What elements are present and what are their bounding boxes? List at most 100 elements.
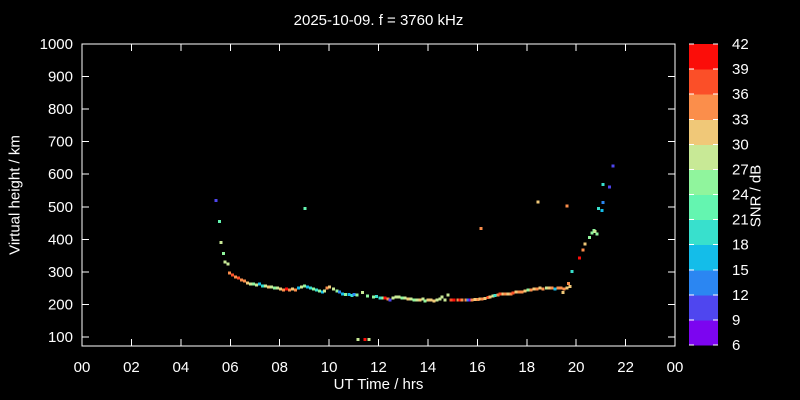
colorbar-segment	[689, 194, 718, 221]
data-point	[418, 298, 422, 302]
data-point	[523, 289, 527, 293]
data-point	[460, 298, 464, 302]
data-point	[429, 298, 433, 302]
data-point	[553, 287, 557, 291]
colorbar-segment	[689, 44, 718, 70]
data-point	[400, 296, 404, 300]
data-point	[559, 286, 563, 290]
data-point	[281, 288, 285, 292]
data-point	[567, 281, 571, 285]
data-point	[498, 292, 502, 296]
colorbar-tick-label: 33	[732, 111, 749, 128]
chart-title: 2025-10-09. f = 3760 kHz	[293, 12, 464, 29]
data-point	[538, 286, 542, 290]
colorbar-segment	[689, 169, 718, 195]
x-tick-label: 10	[321, 359, 338, 376]
colorbar-segment	[689, 294, 718, 321]
data-point	[254, 283, 258, 287]
data-point	[478, 297, 482, 301]
data-point	[293, 288, 297, 292]
data-point	[360, 290, 364, 294]
data-point	[511, 291, 515, 295]
data-point	[446, 293, 450, 297]
data-point	[296, 286, 300, 290]
data-point	[503, 292, 507, 296]
data-point	[581, 248, 585, 252]
data-point	[335, 289, 339, 293]
colorbar-segment	[689, 269, 718, 296]
data-point	[470, 298, 474, 302]
data-point	[355, 293, 359, 297]
x-tick-label: 04	[172, 359, 189, 376]
data-point	[397, 295, 401, 299]
colorbar-label: SNR / dB	[747, 164, 765, 228]
data-point	[556, 286, 560, 290]
data-point	[473, 298, 477, 302]
data-point	[520, 290, 524, 294]
colorbar-tick-label: 24	[732, 187, 749, 204]
data-point	[491, 294, 495, 298]
data-point	[596, 207, 600, 211]
data-point	[480, 297, 484, 301]
colorbar-segment	[689, 94, 718, 120]
data-point	[588, 235, 592, 239]
data-point	[214, 198, 218, 202]
data-point	[337, 290, 341, 294]
data-point	[438, 297, 442, 301]
data-point	[267, 285, 271, 289]
data-point	[381, 296, 385, 300]
data-point	[561, 291, 565, 295]
y-tick-label: 200	[48, 296, 73, 313]
colorbar-tick-label: 27	[732, 161, 749, 178]
colorbar-tick-label: 9	[732, 312, 740, 329]
colorbar-segment	[689, 69, 718, 95]
y-tick-label: 300	[48, 264, 73, 281]
x-tick-label: 12	[370, 359, 387, 376]
data-point	[309, 286, 313, 290]
data-point	[264, 284, 268, 288]
x-axis-label: UT Time / hrs	[333, 376, 424, 393]
data-point	[221, 251, 225, 255]
data-point	[501, 292, 505, 296]
data-point	[239, 278, 243, 282]
data-point	[314, 288, 318, 292]
colorbar-tick-label: 39	[732, 61, 749, 78]
data-point	[306, 285, 310, 289]
data-point	[526, 288, 530, 292]
data-point	[476, 298, 480, 302]
data-point	[375, 295, 379, 299]
data-point	[601, 183, 605, 187]
data-point	[568, 285, 572, 289]
data-point	[249, 282, 253, 286]
data-point	[590, 231, 594, 235]
y-tick-label: 800	[48, 101, 73, 118]
y-tick-label: 1000	[40, 36, 73, 53]
data-point	[328, 285, 332, 289]
data-point	[270, 285, 274, 289]
colorbar-tick-label: 36	[732, 86, 749, 103]
data-point	[493, 294, 497, 298]
data-point	[517, 290, 521, 294]
data-point	[506, 292, 510, 296]
data-point	[514, 290, 518, 294]
data-point	[323, 289, 327, 293]
data-point	[600, 209, 604, 213]
colorbar-segment	[689, 244, 718, 271]
data-point	[583, 242, 587, 246]
data-point	[421, 297, 425, 301]
y-tick-label: 400	[48, 231, 73, 248]
data-point	[228, 271, 232, 275]
data-point	[278, 287, 282, 291]
data-point	[412, 298, 416, 302]
data-point	[312, 287, 316, 291]
data-point	[529, 288, 533, 292]
data-point	[219, 241, 223, 245]
data-point	[456, 298, 460, 302]
data-point	[243, 279, 247, 283]
data-point	[223, 260, 227, 264]
data-point	[479, 226, 483, 230]
data-point	[233, 275, 237, 279]
data-point	[388, 298, 392, 302]
